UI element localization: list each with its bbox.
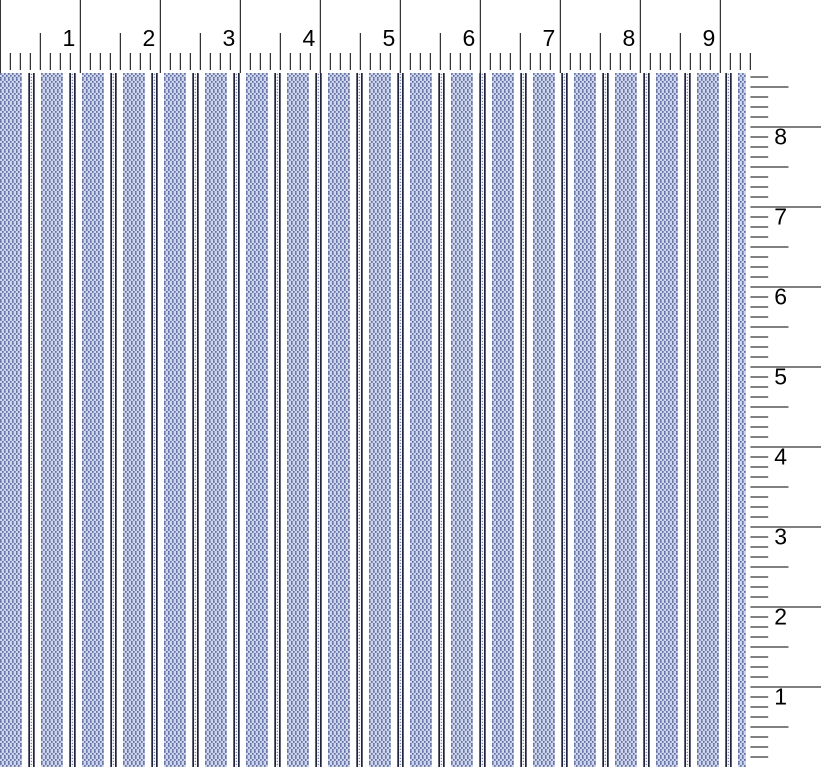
svg-text:7: 7 (774, 204, 787, 230)
svg-text:3: 3 (223, 25, 236, 51)
svg-text:1: 1 (774, 684, 787, 710)
svg-text:2: 2 (143, 25, 156, 51)
svg-text:6: 6 (774, 284, 787, 310)
svg-text:5: 5 (383, 25, 396, 51)
svg-text:8: 8 (623, 25, 636, 51)
svg-text:7: 7 (543, 25, 556, 51)
svg-text:6: 6 (463, 25, 476, 51)
svg-text:2: 2 (774, 604, 787, 630)
svg-text:4: 4 (774, 444, 787, 470)
svg-text:8: 8 (774, 124, 787, 150)
svg-text:1: 1 (63, 25, 76, 51)
svg-text:9: 9 (703, 25, 716, 51)
svg-text:4: 4 (303, 25, 316, 51)
svg-text:5: 5 (774, 364, 787, 390)
svg-text:3: 3 (774, 524, 787, 550)
